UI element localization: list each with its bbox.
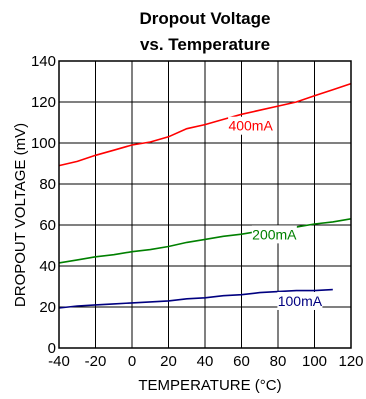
x-tick-label: 20 <box>160 353 177 370</box>
x-tick-label: 80 <box>270 353 287 370</box>
series-labels: 400mA 200mA 100mA <box>228 116 323 310</box>
series-label-bg <box>277 291 323 310</box>
x-tick-label: 40 <box>197 353 214 370</box>
series-line-100ma <box>58 288 333 309</box>
x-tick-label: 60 <box>233 353 250 370</box>
series-line-200ma <box>58 218 352 264</box>
grid-lines <box>59 61 351 348</box>
x-tick-label: -40 <box>48 353 70 370</box>
x-tick-label: 120 <box>338 353 363 370</box>
y-tick-label: 60 <box>39 217 56 234</box>
y-tick-label: 80 <box>39 176 56 193</box>
chart-title-line1: Dropout Voltage <box>140 9 271 28</box>
y-tick-label: 0 <box>48 340 56 357</box>
series-lines <box>58 82 352 309</box>
x-tick-label: 0 <box>128 353 136 370</box>
series-label-400ma: 400mA <box>228 118 273 134</box>
y-tick-label: 140 <box>31 53 56 70</box>
y-tick-label: 20 <box>39 299 56 316</box>
series-label-bg <box>251 225 297 244</box>
series-label-200ma: 200mA <box>252 226 297 242</box>
series-line-400ma <box>58 82 352 167</box>
y-tick-label: 100 <box>31 135 56 152</box>
tick-labels: -40 -20 0 20 40 60 80 100 120 0 20 40 60 80 100 120 140 <box>31 53 364 370</box>
chart-title-line2: vs. Temperature <box>140 35 270 54</box>
x-axis-label: TEMPERATURE (°C) <box>138 377 281 394</box>
series-label-bg <box>228 116 274 135</box>
y-axis-label: DROPOUT VOLTAGE (mV) <box>12 123 29 307</box>
x-tick-label: 100 <box>302 353 327 370</box>
y-tick-label: 40 <box>39 258 56 275</box>
series-label-100ma: 100mA <box>278 293 323 309</box>
x-tick-label: -20 <box>85 353 107 370</box>
y-tick-label: 120 <box>31 94 56 111</box>
plot-frame <box>58 60 352 349</box>
